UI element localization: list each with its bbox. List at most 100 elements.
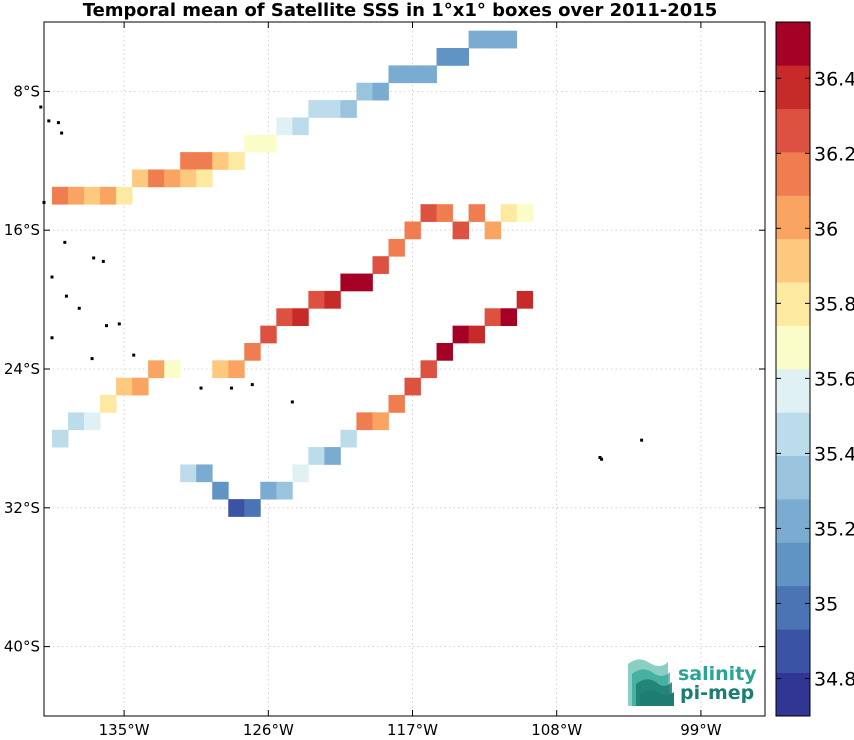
sss-cell: [356, 412, 373, 431]
colorbar-band: [776, 152, 810, 196]
island-marker: [64, 294, 68, 298]
sss-cell: [52, 186, 69, 205]
sss-cell: [244, 499, 261, 517]
sss-cell: [212, 360, 229, 379]
sss-cell: [420, 65, 437, 84]
y-tick-label: 16°S: [4, 221, 40, 239]
sss-cell: [468, 30, 486, 49]
sss-cell: [324, 290, 341, 309]
island-marker: [60, 131, 64, 135]
sss-cell: [388, 395, 405, 413]
logo-line2: pi-mep: [680, 682, 754, 704]
sss-cell: [260, 325, 277, 344]
sss-cell: [116, 377, 133, 396]
colorbar-band: [776, 499, 810, 543]
sss-cell: [164, 360, 181, 379]
colorbar-band: [776, 108, 810, 153]
sss-cell: [260, 481, 277, 500]
sss-cell: [500, 308, 518, 327]
island-marker: [598, 455, 602, 459]
plot-area: [39, 21, 766, 717]
sss-cell: [260, 134, 277, 153]
sss-cell: [388, 65, 405, 84]
sss-cell: [180, 152, 197, 170]
sss-cell: [276, 481, 293, 500]
sss-cell: [484, 308, 502, 327]
colorbar-band: [776, 22, 810, 66]
island-marker: [132, 353, 136, 357]
sss-cell: [356, 273, 373, 292]
sss-cell: [452, 221, 469, 240]
colorbar-band: [776, 629, 810, 673]
island-marker: [47, 119, 51, 123]
colorbar-tick-label: 35.8: [814, 293, 854, 315]
y-axis: 8°S 16°S 24°S 32°S 40°S: [4, 82, 765, 656]
y-tick-label: 32°S: [4, 499, 40, 517]
sss-cell: [164, 169, 181, 188]
sss-cell: [324, 100, 341, 118]
colorbar-bands: [776, 22, 810, 717]
sss-cell: [244, 134, 261, 153]
colorbar-band: [776, 585, 810, 630]
sss-cell: [308, 290, 325, 309]
island-marker: [56, 121, 60, 125]
sss-cell: [484, 30, 502, 49]
sss-cell: [452, 325, 469, 344]
sss-cell: [516, 290, 534, 309]
island-marker: [50, 336, 54, 340]
sss-cell: [500, 204, 518, 222]
swath-central: [52, 169, 534, 379]
swath-cells: [52, 30, 534, 517]
colorbar-tick-label: 36: [814, 218, 838, 240]
sss-cell: [180, 464, 197, 483]
sss-cell: [404, 65, 421, 84]
sss-cell: [404, 221, 421, 240]
island-marker: [39, 105, 43, 109]
sss-cell: [100, 395, 117, 413]
colorbar-tick-label: 36.4: [814, 68, 854, 90]
sss-cell: [212, 481, 229, 500]
sss-cell: [68, 412, 85, 431]
colorbar-tick-label: 35: [814, 593, 838, 615]
sss-cell: [404, 377, 421, 396]
x-tick-label: 126°W: [243, 721, 294, 739]
sss-cell: [468, 325, 486, 344]
colorbar-band: [776, 238, 810, 283]
x-tick-label: 135°W: [99, 721, 150, 739]
colorbar-band: [776, 672, 810, 717]
y-tick-label: 8°S: [13, 82, 40, 100]
colorbar-tick-label: 35.4: [814, 443, 854, 465]
colorbar-band: [776, 542, 810, 587]
island-marker: [229, 386, 233, 390]
colorbar-band: [776, 195, 810, 240]
logo-wave-icon: [628, 659, 674, 706]
sss-cell: [132, 169, 149, 188]
sss-cell: [292, 117, 309, 136]
sss-cell: [228, 499, 245, 517]
sss-cell: [324, 447, 341, 465]
sss-cell: [436, 48, 453, 66]
sss-cell: [68, 186, 85, 205]
sss-cell: [52, 429, 69, 448]
colorbar-tick-label: 35.6: [814, 368, 854, 390]
colorbar-tick-label: 35.2: [814, 518, 854, 540]
x-tick-label: 117°W: [387, 721, 438, 739]
sss-cell: [84, 412, 101, 431]
island-marker: [50, 275, 54, 279]
sss-cell: [148, 360, 165, 379]
sss-cell: [468, 204, 486, 222]
sss-cell: [436, 204, 453, 222]
island-marker: [92, 256, 96, 260]
sss-cell: [308, 100, 325, 118]
sss-cell: [372, 412, 389, 431]
colorbar-band: [776, 65, 810, 110]
island-marker: [77, 306, 81, 310]
y-tick-label: 40°S: [4, 638, 40, 656]
x-tick-label: 108°W: [531, 721, 582, 739]
sss-cell: [388, 238, 405, 257]
island-marker: [250, 383, 254, 387]
colorbar: 36.4 36.2 36 35.8 35.6 35.4 35.2 35 34.8: [775, 21, 854, 717]
island-marker: [199, 386, 203, 390]
colorbar-band: [776, 455, 810, 500]
